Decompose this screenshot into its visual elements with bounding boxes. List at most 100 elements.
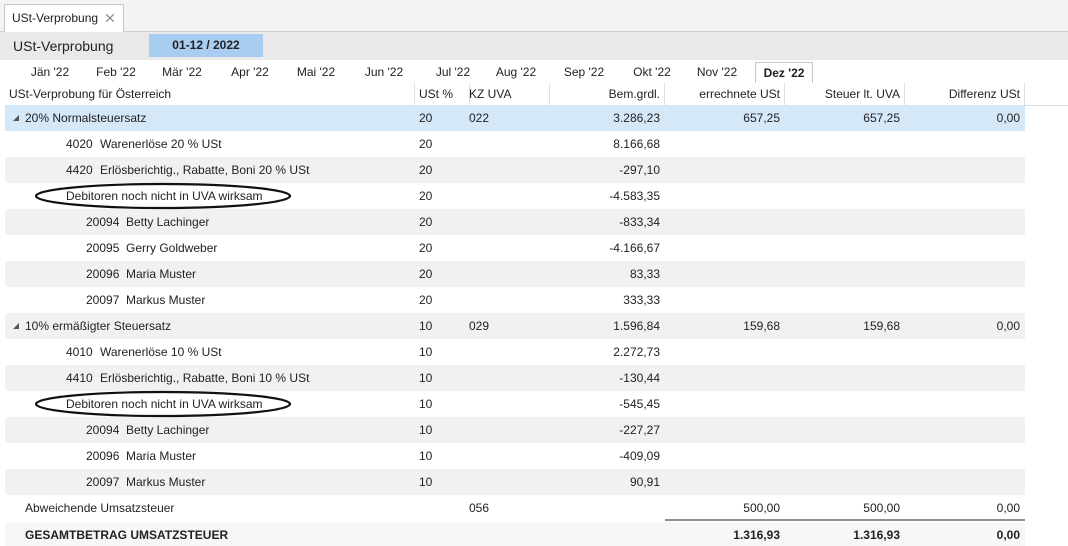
column-separator <box>904 83 905 105</box>
ust-cell: 10 <box>419 397 433 411</box>
debitor-label: Markus Muster <box>126 293 206 307</box>
table-row[interactable]: Debitoren noch nicht in UVA wirksam 20 -4.… <box>5 183 1025 209</box>
table-row[interactable]: 4010 Warenerlöse 10 % USt 10 2.272,73 <box>5 339 1025 365</box>
bem-cell: -545,45 <box>619 397 660 411</box>
tab[interactable]: USt-Verprobung <box>4 4 124 32</box>
month-tab[interactable]: Dez '22 <box>755 62 813 83</box>
ust-cell: 20 <box>419 163 433 177</box>
column-header-cell[interactable]: errechnete USt <box>699 87 780 101</box>
ust-cell: 10 <box>419 423 433 437</box>
month-tab[interactable]: Nov '22 <box>696 65 738 79</box>
column-separator <box>784 83 785 105</box>
table-row[interactable]: Abweichende Umsatzsteuer 056 500,00 500,00 0… <box>5 495 1025 521</box>
kz-cell: 056 <box>469 501 490 515</box>
debitor-number: 20097 <box>86 475 120 489</box>
abweichend-label: Abweichende Umsatzsteuer <box>25 501 175 515</box>
table-row[interactable]: 20% Normalsteuersatz 20 022 3.286,23 657,25 6… <box>5 105 1025 131</box>
debitor-label: Maria Muster <box>126 267 197 281</box>
column-header-cell[interactable]: KZ UVA <box>469 87 512 101</box>
ust-cell: 10 <box>419 371 433 385</box>
debitor-label: Betty Lachinger <box>126 215 210 229</box>
month-tab[interactable]: Apr '22 <box>231 65 269 79</box>
debitor-label: Maria Muster <box>126 449 197 463</box>
month-tab[interactable]: Jän '22 <box>30 65 70 79</box>
table-row[interactable]: 20094 Betty Lachinger 20 -833,34 <box>5 209 1025 235</box>
month-tabs: Jän '22 Feb '22 Mär '22 Apr '22 Mai '22 Jun '… <box>0 60 1068 83</box>
steuer-cell: 500,00 <box>863 501 900 515</box>
total-label: GESAMTBETRAG UMSATZSTEUER <box>25 528 229 542</box>
ust-cell: 20 <box>419 111 433 125</box>
collapse-toggle[interactable] <box>13 323 20 330</box>
bem-cell: 333,33 <box>623 293 660 307</box>
table-row[interactable]: 4410 Erlösberichtig., Rabatte, Boni 10 % … <box>5 365 1025 391</box>
column-header-cell[interactable]: Bem.grdl. <box>608 87 660 101</box>
ust-cell: 20 <box>419 189 433 203</box>
debitor-number: 20094 <box>86 215 120 229</box>
bem-cell: -297,10 <box>619 163 660 177</box>
ust-cell: 10 <box>419 475 433 489</box>
account-number: 4420 <box>66 163 93 177</box>
table-row[interactable]: 20094 Betty Lachinger 10 -227,27 <box>5 417 1025 443</box>
column-header-cell[interactable]: USt-Verprobung für Österreich <box>9 87 172 101</box>
column-separator <box>549 83 550 105</box>
account-label: Warenerlöse 10 % USt <box>100 345 222 359</box>
errechnet-cell: 159,68 <box>743 319 780 333</box>
group-label: 10% ermäßigter Steuersatz <box>25 319 172 333</box>
table-row[interactable]: 20097 Markus Muster 10 90,91 <box>5 469 1025 495</box>
bem-cell: 83,33 <box>629 267 660 281</box>
header-bar: USt-Verprobung 01-12 / 2022 <box>0 32 1068 60</box>
bem-cell: 3.286,23 <box>613 111 660 125</box>
table-row[interactable]: 10% ermäßigter Steuersatz 10 029 1.596,84 15… <box>5 313 1025 339</box>
ust-cell: 10 <box>419 319 433 333</box>
column-header: USt-Verprobung für Österreich USt % KZ UVA… <box>5 83 1068 106</box>
debitoren-label: Debitoren noch nicht in UVA wirksam <box>66 397 263 411</box>
debitor-number: 20095 <box>86 241 120 255</box>
table-row[interactable]: Debitoren noch nicht in UVA wirksam 10 -54… <box>5 391 1025 417</box>
ust-cell: 20 <box>419 137 433 151</box>
collapse-toggle[interactable] <box>13 115 20 122</box>
account-label: Erlösberichtig., Rabatte, Boni 20 % USt <box>100 163 310 177</box>
kz-cell: 029 <box>469 319 490 333</box>
month-tab[interactable]: Okt '22 <box>633 65 671 79</box>
header-title: USt-Verprobung <box>13 38 114 54</box>
month-tab[interactable]: Jul '22 <box>435 65 471 79</box>
column-separator <box>1024 83 1025 105</box>
ust-cell: 10 <box>419 449 433 463</box>
tab-title: USt-Verprobung <box>12 11 99 25</box>
column-header-cell[interactable]: Differenz USt <box>948 87 1020 101</box>
column-header-cell[interactable]: USt % <box>419 87 454 101</box>
bem-cell: 2.272,73 <box>613 345 660 359</box>
period-field[interactable]: 01-12 / 2022 <box>149 34 263 57</box>
table-row[interactable]: 20096 Maria Muster 20 83,33 <box>5 261 1025 287</box>
differenz-cell: 0,00 <box>996 528 1020 542</box>
table-row[interactable]: 20097 Markus Muster 20 333,33 <box>5 287 1025 313</box>
table-row[interactable]: 4420 Erlösberichtig., Rabatte, Boni 20 % … <box>5 157 1025 183</box>
month-tab[interactable]: Jun '22 <box>364 65 404 79</box>
bem-cell: -4.583,35 <box>609 189 660 203</box>
column-separator <box>664 83 665 105</box>
ust-cell: 20 <box>419 215 433 229</box>
steuer-cell: 657,25 <box>863 111 900 125</box>
table-row[interactable]: 20095 Gerry Goldweber 20 -4.166,67 <box>5 235 1025 261</box>
column-header-cell[interactable]: Steuer lt. UVA <box>824 87 900 101</box>
bem-cell: -833,34 <box>619 215 660 229</box>
errechnet-cell: 657,25 <box>743 111 780 125</box>
month-tab[interactable]: Mär '22 <box>162 65 202 79</box>
month-tab[interactable]: Mai '22 <box>296 65 336 79</box>
kz-cell: 022 <box>469 111 490 125</box>
debitor-number: 20096 <box>86 449 120 463</box>
tab-bar <box>0 0 1068 32</box>
group-label: 20% Normalsteuersatz <box>25 111 147 125</box>
table-row[interactable]: 20096 Maria Muster 10 -409,09 <box>5 443 1025 469</box>
steuer-cell: 159,68 <box>863 319 900 333</box>
month-tab[interactable]: Sep '22 <box>563 65 605 79</box>
table-row[interactable]: 4020 Warenerlöse 20 % USt 20 8.166,68 <box>5 131 1025 157</box>
month-tab[interactable]: Aug '22 <box>495 65 537 79</box>
tab-close[interactable] <box>106 14 114 22</box>
debitoren-label: Debitoren noch nicht in UVA wirksam <box>66 189 263 203</box>
table-row[interactable]: GESAMTBETRAG UMSATZSTEUER 1.316,93 1.316,9… <box>5 522 1025 546</box>
differenz-cell: 0,00 <box>996 501 1020 515</box>
month-tab[interactable]: Feb '22 <box>96 65 136 79</box>
account-label: Warenerlöse 20 % USt <box>100 137 222 151</box>
